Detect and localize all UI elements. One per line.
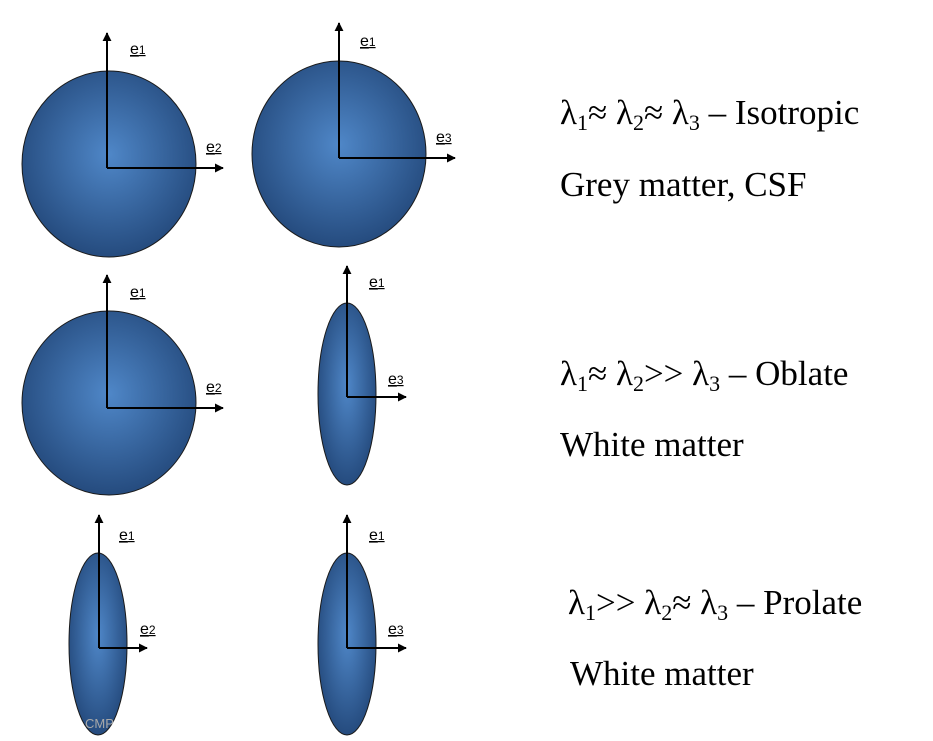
row2-eigenvalue-relation: λ1≈ λ2>> λ3 – Oblate (560, 354, 849, 396)
row1-panel1-vertical-label: e1 (130, 41, 146, 58)
row3-panel1-vertical-label: e1 (119, 527, 135, 544)
row3-panel2: e1 e3 (317, 514, 407, 736)
row3-tissue-label: White matter (570, 654, 754, 693)
row3-eigenvalue-relation: λ1>> λ2≈ λ3 – Prolate (568, 583, 863, 625)
row1-panel2-horizontal-label: e3 (436, 129, 452, 146)
row3-panel1: e1 e2 (68, 514, 156, 736)
row1-panel1-sphere (21, 70, 197, 258)
row1-panel2: e1 e3 (251, 22, 456, 248)
row2-panel1-horizontal-label: e2 (206, 379, 222, 396)
row2-panel2-vertical-label: e1 (369, 274, 385, 291)
row2-panel1-vertical-label: e1 (130, 284, 146, 301)
row2-panel2: e1 e3 (317, 265, 407, 486)
row3-panel2-horizontal-label: e3 (388, 621, 404, 638)
row1-panel1: e1 e2 (21, 32, 224, 258)
row2-panel1: e1 e2 (21, 274, 224, 496)
row1-panel1-horizontal-label: e2 (206, 139, 222, 156)
row1-eigenvalue-relation: λ1≈ λ2≈ λ3 – Isotropic (560, 93, 860, 135)
row2-tissue-label: White matter (560, 425, 744, 464)
row3-panel1-horizontal-label: e2 (140, 621, 156, 638)
row2-panel1-sphere (21, 310, 197, 496)
row1-tissue-label: Grey matter, CSF (560, 165, 807, 204)
row1-panel2-vertical-label: e1 (360, 33, 376, 50)
row2-panel2-horizontal-label: e3 (388, 371, 404, 388)
footer-mark: CMP (85, 716, 114, 731)
row3-panel2-vertical-label: e1 (369, 527, 385, 544)
